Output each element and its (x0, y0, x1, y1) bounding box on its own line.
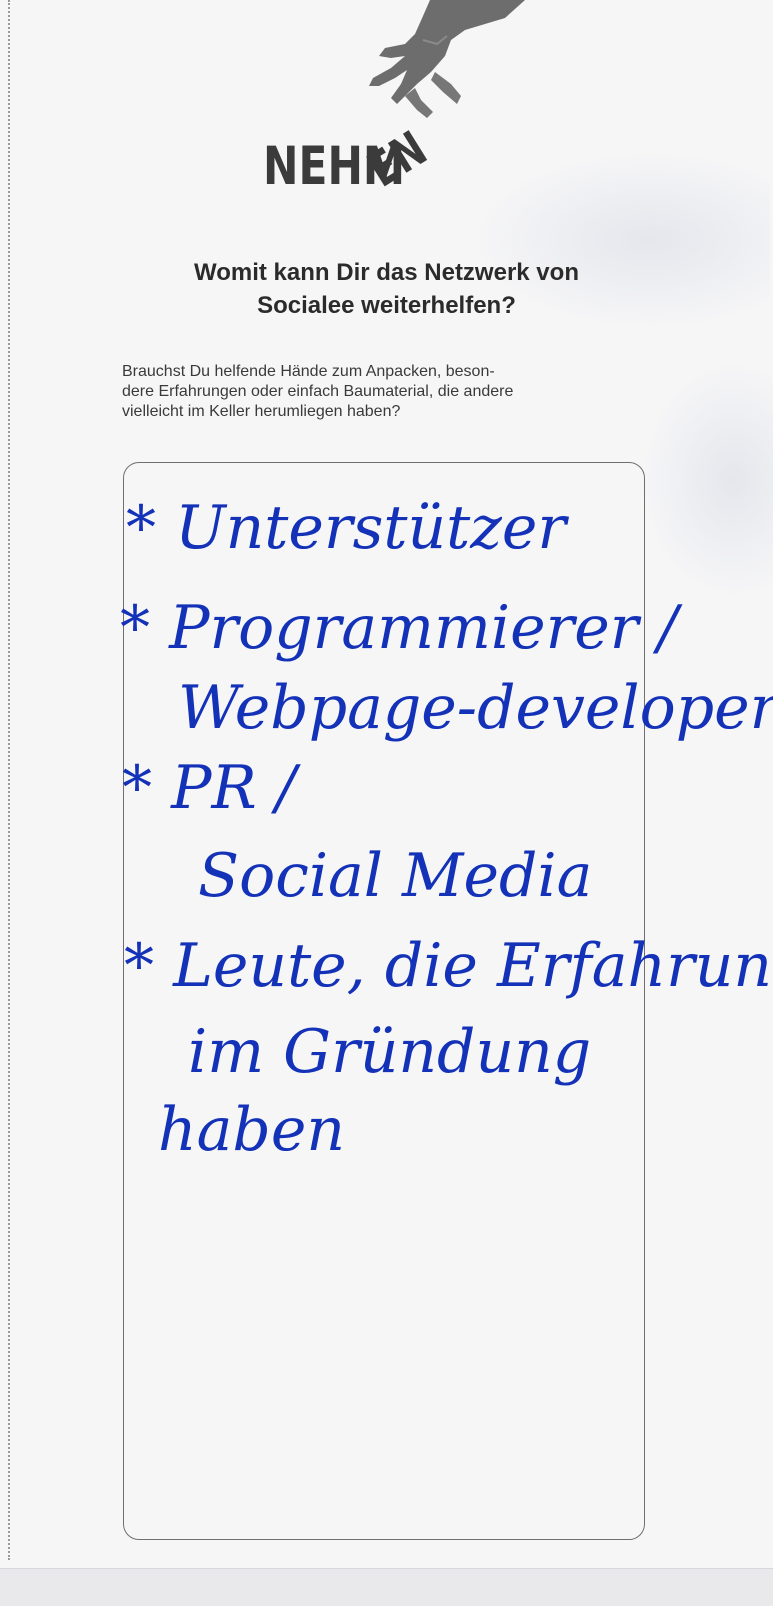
bottom-strip (0, 1568, 773, 1606)
show-through-shading (640, 360, 773, 600)
answer-box[interactable] (123, 462, 645, 1540)
handwritten-line: * Leute, die Erfahrung (124, 931, 773, 1001)
intro-line: Brauchst Du helfende Hände zum Anpacken,… (122, 363, 495, 380)
handwritten-line: haben (158, 1095, 345, 1165)
intro-line: dere Erfahrungen oder einfach Baumateria… (122, 383, 514, 400)
title-line: Womit kann Dir das Netzwerk von (194, 259, 579, 286)
handwritten-line: * PR / (122, 753, 302, 823)
handwritten-line: Webpage-developer (178, 673, 773, 743)
title-line: Socialee weiterhelfen? (257, 292, 516, 319)
show-through-shading (470, 150, 770, 330)
handwritten-line: * Unterstützer (126, 493, 569, 563)
page-title: Womit kann Dir das Netzwerk von Socialee… (100, 256, 673, 322)
perforation-line (8, 0, 10, 1560)
logo-word-part-1: NEHM (263, 136, 406, 197)
handwritten-line: * Programmierer / (120, 593, 684, 663)
intro-text: Brauchst Du helfende Hände zum Anpacken,… (122, 362, 682, 422)
hand-picking-icon (369, 0, 525, 118)
nehmen-logo: NEHM EN (255, 0, 525, 215)
handwritten-line: Social Media (198, 841, 592, 911)
handwritten-line: im Gründung (188, 1017, 591, 1087)
intro-line: vielleicht im Keller herumliegen haben? (122, 403, 401, 420)
